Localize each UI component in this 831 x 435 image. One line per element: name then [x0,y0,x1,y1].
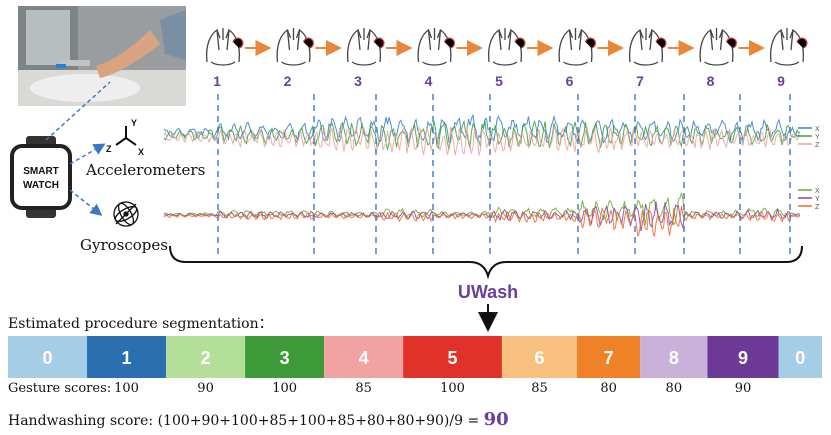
hands-rinse-icon [699,28,734,66]
segmentation-bar: 0 1 2 3 4 5 6 7 8 9 0 [8,336,822,378]
segment-boundary-lines [217,94,791,254]
sensor-signals [163,113,801,237]
gyroscope-label: Gyroscopes [80,236,168,254]
segment-label: 5 [448,348,458,368]
segment-block [403,336,502,378]
segment-block [245,336,325,378]
accelerometer-label: Accelerometers [85,161,205,179]
segment-block [501,336,578,378]
gyro-link-arrow [69,189,103,216]
gesture-score-value: 100 [440,381,465,396]
gesture-8: 8 [699,28,738,89]
segment-label: 2 [201,348,211,368]
gesture-score-value: 100 [272,381,297,396]
segment-block [324,336,404,378]
gesture-step-number: 1 [213,73,221,89]
legend-label: Z [815,142,820,149]
sink-handwashing-photo [18,6,186,106]
legend-label: X [815,188,820,195]
legend-label: Y [815,196,820,203]
segment-label: 4 [359,348,369,368]
segment-block [640,336,708,378]
watch-line1: SMART [23,166,59,177]
axis-y-label: Y [131,118,137,128]
smartwatch-icon: SMART WATCH [10,136,72,218]
segmentation-title: Estimated procedure segmentation： [8,316,273,332]
gesture-score-value: 80 [666,381,683,396]
segment-block [8,336,88,378]
legend-label: Y [815,134,820,141]
legend-label: Z [815,204,820,211]
segment-label: 7 [604,348,614,368]
handwashing-score-line: Handwashing score: (100+90+100+85+100+85… [8,409,509,430]
segment-block [577,336,641,378]
fingertips-palm-icon [558,28,593,66]
gesture-6: 6 [558,28,597,89]
fingers-back-icon [417,28,452,66]
gesture-step-number: 4 [425,73,433,89]
axis-z-label: Z [106,144,112,154]
handwashing-score-value: 90 [484,409,509,430]
gesture-step-number: 7 [636,73,644,89]
segment-block [778,336,822,378]
axis-triad-icon: Y Z X [106,118,144,157]
segment-label: 6 [534,348,544,368]
axis-x-label: X [138,147,144,157]
segment-label: 8 [669,348,679,368]
segment-block [707,336,779,378]
gesture-score-value: 90 [197,381,214,396]
hands-interlace-icon [346,28,382,66]
accel-link-arrow [69,143,106,165]
accelerometer-trace-2 [163,125,801,156]
gesture-4: 4 [417,28,456,89]
curly-brace [169,245,803,280]
gesture-score-value: 100 [114,381,139,396]
gesture-sequence: 1 2 3 4 5 6 7 8 9 [205,28,808,89]
gesture-step-number: 9 [777,73,785,89]
watch-line2: WATCH [23,180,59,191]
hands-back-rub-icon [276,28,311,66]
photo-link-line [45,81,111,141]
segment-block [166,336,246,378]
gesture-score-value: 85 [531,381,548,396]
system-name: UWash [458,282,518,302]
accelerometer-trace-1 [163,119,801,152]
gesture-step-number: 2 [284,73,292,89]
gyroscope-icon [113,201,139,227]
gyroscope-trace-0 [163,192,800,227]
hands-dry-icon [769,28,805,66]
segment-label: 1 [122,348,132,368]
gesture-5: 5 [487,28,526,89]
gesture-7: 7 [628,28,667,89]
hands-rub-palm-icon [205,28,241,66]
gesture-3: 3 [346,28,385,89]
gesture-step-number: 5 [495,73,503,89]
gesture-2: 2 [276,28,315,89]
gesture-step-number: 3 [354,73,362,89]
legend-label: X [815,126,820,133]
gyroscope-legend: XYZ [798,188,820,211]
accelerometer-legend: XYZ [798,126,820,149]
gesture-scores-label: Gesture scores: [8,381,111,396]
wrist-rotate-icon [628,28,664,66]
gesture-step-number: 6 [566,73,574,89]
gesture-score-value: 90 [735,381,752,396]
gesture-score-values: 100 90 100 85 100 85 80 80 90 [114,381,751,396]
segment-label: 0 [795,348,805,368]
gesture-9: 9 [769,28,808,89]
gesture-step-number: 8 [707,73,715,89]
segment-label: 0 [43,348,53,368]
thumb-rotate-icon [487,28,523,66]
segment-block [87,336,167,378]
handwashing-score-formula: Handwashing score: (100+90+100+85+100+85… [8,413,484,429]
gesture-score-value: 80 [600,381,617,396]
gesture-1: 1 [205,28,244,89]
segment-label: 9 [738,348,748,368]
segment-label: 3 [280,348,290,368]
gesture-score-value: 85 [355,381,372,396]
gyroscope-trace-2 [163,205,801,237]
